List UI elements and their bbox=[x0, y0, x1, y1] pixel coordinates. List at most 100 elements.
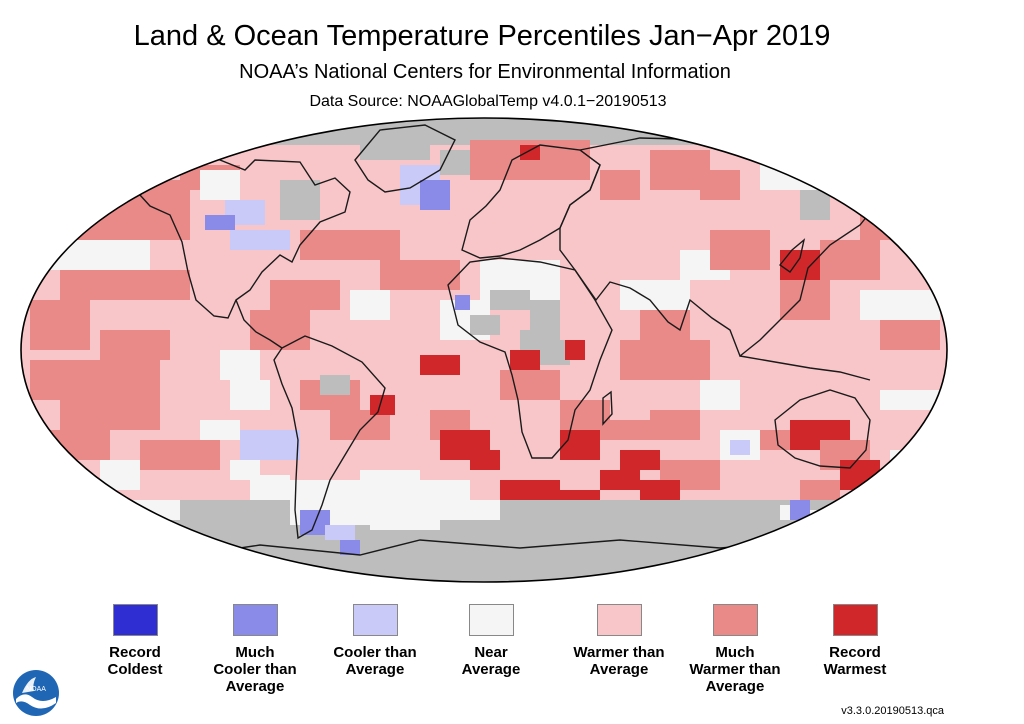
grid-cell bbox=[420, 480, 470, 500]
grid-cell bbox=[100, 460, 140, 490]
grid-cell bbox=[370, 395, 395, 415]
legend-swatch bbox=[352, 604, 398, 636]
grid-cell bbox=[800, 190, 830, 220]
grid-cell bbox=[890, 450, 930, 480]
grid-cell bbox=[790, 500, 810, 520]
greenland-outline bbox=[354, 124, 456, 193]
indonesia-outline bbox=[739, 355, 871, 381]
grid-cell bbox=[320, 375, 350, 395]
legend-swatch bbox=[596, 604, 642, 636]
grid-cell bbox=[860, 210, 900, 240]
grid-cell bbox=[100, 330, 170, 360]
legend-item-near-average: Near Average bbox=[436, 604, 546, 678]
legend-item-cooler: Cooler than Average bbox=[320, 604, 430, 678]
legend-label: Record Coldest bbox=[107, 644, 163, 678]
noaa-logo-text: NOAA bbox=[26, 686, 46, 693]
grid-cell bbox=[250, 310, 310, 350]
grid-cell bbox=[370, 500, 440, 530]
legend-label: Record Warmest bbox=[823, 644, 887, 678]
grid-cell bbox=[490, 290, 530, 310]
grid-cell bbox=[440, 150, 470, 175]
grid-cell bbox=[250, 475, 290, 500]
grid-cell bbox=[340, 540, 360, 555]
grid-cell bbox=[100, 180, 190, 210]
legend-swatch bbox=[832, 604, 878, 636]
grid-cell bbox=[60, 270, 190, 300]
grid-cell bbox=[40, 240, 150, 270]
grid-cell bbox=[240, 430, 300, 460]
grid-cell bbox=[360, 470, 420, 500]
grid-cell bbox=[420, 355, 460, 375]
grid-cell bbox=[860, 470, 890, 490]
legend-label: Much Cooler than Average bbox=[213, 644, 297, 695]
grid-cell bbox=[455, 295, 470, 310]
legend-item-much-cooler: Much Cooler than Average bbox=[200, 604, 310, 695]
map-grid bbox=[21, 118, 947, 582]
grid-cell bbox=[500, 480, 560, 500]
data-source-label: Data Source: NOAAGlobalTemp v4.0.1−20190… bbox=[309, 93, 667, 110]
grid-cell bbox=[530, 300, 560, 330]
south-america-outline bbox=[273, 335, 386, 540]
grid-cell bbox=[420, 180, 450, 210]
grid-cell bbox=[205, 215, 235, 230]
grid-cell bbox=[640, 380, 690, 410]
legend-label: Warmer than Average bbox=[573, 644, 665, 678]
grid-cell bbox=[640, 310, 690, 340]
grid-cell bbox=[380, 260, 460, 290]
grid-cell bbox=[880, 320, 940, 350]
grid-cell bbox=[21, 118, 947, 145]
grid-cell bbox=[500, 370, 560, 400]
grid-cell bbox=[620, 280, 690, 310]
grid-cell bbox=[730, 440, 750, 455]
grid-cell bbox=[270, 280, 340, 310]
grid-cell bbox=[600, 470, 640, 490]
grid-cell bbox=[820, 240, 880, 280]
grid-cell bbox=[600, 170, 640, 200]
grid-cell bbox=[21, 500, 947, 582]
grid-cell bbox=[230, 380, 270, 410]
grid-cell bbox=[510, 350, 540, 370]
grid-cell bbox=[560, 430, 600, 460]
legend-label: Cooler than Average bbox=[333, 644, 417, 678]
grid-cell bbox=[440, 500, 500, 520]
madagascar-outline bbox=[602, 390, 613, 426]
japan-outline bbox=[778, 238, 806, 273]
version-label: v3.3.0.20190513.qca bbox=[841, 705, 944, 717]
grid-cell bbox=[470, 450, 500, 470]
new-zealand-outline bbox=[889, 456, 903, 490]
globe-frame bbox=[20, 117, 948, 583]
grid-cell bbox=[200, 420, 240, 440]
africa-outline bbox=[447, 257, 613, 459]
grid-cell bbox=[710, 230, 770, 270]
grid-cell bbox=[620, 450, 660, 470]
grid-cell bbox=[280, 180, 320, 220]
grid-cell bbox=[860, 290, 940, 320]
map-title: Land & Ocean Temperature Percentiles Jan… bbox=[133, 20, 831, 52]
central-america-outline bbox=[235, 299, 283, 349]
australia-outline bbox=[774, 389, 871, 469]
grid-cell bbox=[30, 300, 90, 350]
grid-cell bbox=[110, 500, 180, 520]
grid-cell bbox=[325, 525, 355, 540]
legend-item-warmer: Warmer than Average bbox=[564, 604, 674, 678]
map-subtitle: NOAA’s National Centers for Environmenta… bbox=[239, 61, 731, 83]
grid-cell bbox=[610, 420, 650, 440]
grid-cell bbox=[700, 380, 740, 410]
grid-cell bbox=[30, 210, 190, 240]
legend-swatch bbox=[232, 604, 278, 636]
grid-cell bbox=[220, 350, 260, 380]
legend-label: Much Warmer than Average bbox=[689, 644, 781, 695]
grid-cell bbox=[520, 145, 540, 160]
grid-cell bbox=[760, 430, 790, 450]
grid-cell bbox=[640, 480, 680, 500]
grid-cell bbox=[350, 290, 390, 320]
grid-cell bbox=[360, 130, 430, 160]
grid-cell bbox=[650, 410, 700, 440]
legend-swatch bbox=[112, 604, 158, 636]
grid-cell bbox=[620, 340, 710, 380]
grid-cell bbox=[290, 480, 360, 500]
grid-cell bbox=[140, 440, 220, 470]
legend-item-record-coldest: Record Coldest bbox=[80, 604, 190, 678]
grid-cell bbox=[565, 340, 585, 360]
